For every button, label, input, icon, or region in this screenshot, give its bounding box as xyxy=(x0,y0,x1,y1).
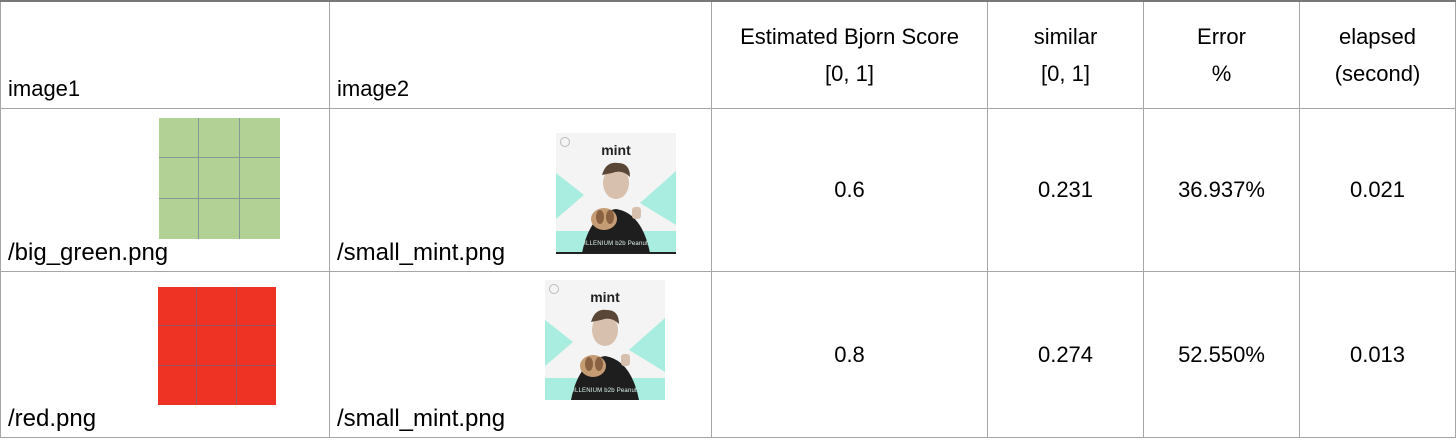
error-cell[interactable]: 36.937% xyxy=(1143,108,1300,272)
album-art-caption: ILLENIUM b2b Peanut xyxy=(584,241,648,247)
image1-cell[interactable]: /big_green.png xyxy=(0,108,330,272)
table-row: /red.png mint ILLEN xyxy=(0,271,1456,438)
image2-filename: /small_mint.png xyxy=(337,239,506,266)
image2-cell[interactable]: mint ILLENIUM b2b Peanut /small_mint.png xyxy=(329,271,712,438)
header-error-line1: Error xyxy=(1197,24,1246,49)
error-cell[interactable]: 52.550% xyxy=(1143,271,1300,438)
image1-cell[interactable]: /red.png xyxy=(0,271,330,438)
header-elapsed-line1: elapsed xyxy=(1338,24,1417,49)
header-bjorn-line2: [0, 1] xyxy=(825,61,874,86)
image2-preview: mint ILLENIUM b2b Peanut xyxy=(545,280,665,400)
album-art-title: mint xyxy=(590,289,620,305)
album-art-caption: ILLENIUM b2b Peanut xyxy=(573,388,637,394)
image1-preview xyxy=(159,118,280,239)
image1-filename: /big_green.png xyxy=(8,239,169,266)
header-similar-line2: [0, 1] xyxy=(1041,61,1090,86)
header-elapsed[interactable]: elapsed (second) xyxy=(1299,0,1456,109)
table-row: /big_green.png mint xyxy=(0,108,1456,272)
image2-preview: mint ILLENIUM b2b Peanut xyxy=(556,133,676,253)
album-art-dot xyxy=(560,137,570,147)
header-error[interactable]: Error % xyxy=(1143,0,1300,109)
thumb-underline xyxy=(556,252,676,254)
header-image2[interactable]: image2 xyxy=(329,0,712,109)
image1-filename: /red.png xyxy=(8,405,97,432)
header-elapsed-line2: (second) xyxy=(1334,61,1421,86)
bjorn-score-cell[interactable]: 0.6 xyxy=(711,108,988,272)
header-similar[interactable]: similar [0, 1] xyxy=(987,0,1144,109)
header-bjorn-line1: Estimated Bjorn Score xyxy=(740,24,959,49)
image1-preview xyxy=(158,287,276,405)
header-error-line2: % xyxy=(1211,61,1232,86)
album-art-graphic xyxy=(545,280,665,400)
similar-cell[interactable]: 0.231 xyxy=(987,108,1144,272)
album-art-title: mint xyxy=(601,142,631,158)
similar-cell[interactable]: 0.274 xyxy=(987,271,1144,438)
elapsed-cell[interactable]: 0.013 xyxy=(1299,271,1456,438)
album-art-graphic xyxy=(556,133,676,253)
album-art-dot xyxy=(549,284,559,294)
image2-cell[interactable]: mint ILLENIUM b2b Peanut /small_mint.png xyxy=(329,108,712,272)
header-image1[interactable]: image1 xyxy=(0,0,330,109)
elapsed-cell[interactable]: 0.021 xyxy=(1299,108,1456,272)
image2-filename: /small_mint.png xyxy=(337,405,506,432)
header-similar-line1: similar xyxy=(1033,24,1098,49)
header-row: image1 image2 Estimated Bjorn Score [0, … xyxy=(0,0,1456,109)
header-bjorn-score[interactable]: Estimated Bjorn Score [0, 1] xyxy=(711,0,988,109)
bjorn-score-cell[interactable]: 0.8 xyxy=(711,271,988,438)
